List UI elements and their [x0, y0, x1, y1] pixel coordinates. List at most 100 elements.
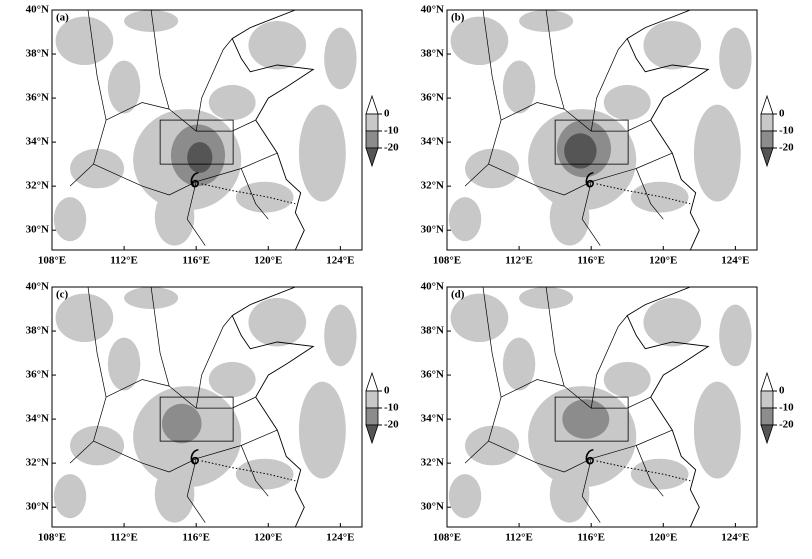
- colorbar-bottom: [760, 147, 774, 168]
- colorbar-mid: [365, 130, 379, 149]
- colorbar-label: -20: [779, 419, 794, 431]
- analysis-box: [554, 396, 629, 442]
- province-border: [635, 168, 664, 220]
- shade-light: [298, 381, 346, 479]
- shade-light: [450, 293, 509, 343]
- colorbar-label: -10: [384, 402, 399, 414]
- shade-light: [643, 298, 702, 347]
- shade-light: [603, 361, 651, 398]
- y-tick-label: 36°N: [26, 92, 49, 104]
- map-panel: (b) 108°E 112°E 116°E 120°E 124°E 30°N 32°N 34°N…: [421, 4, 795, 267]
- x-tick-label: 108°E: [433, 255, 461, 267]
- x-tick-label: 124°E: [721, 532, 749, 544]
- typhoon-symbol: [585, 448, 594, 465]
- colorbar-light: [760, 390, 774, 409]
- colorbar-mid: [760, 130, 774, 149]
- x-tick-label: 116°E: [577, 255, 605, 267]
- x-tick-label: 124°E: [721, 255, 749, 267]
- panel-label: (c): [56, 289, 69, 301]
- shade-light: [154, 465, 195, 523]
- shade-light: [235, 181, 294, 213]
- shade-light: [465, 148, 520, 189]
- shade-dark: [564, 133, 597, 169]
- shade-dark: [161, 403, 202, 444]
- colorbar-mid: [365, 407, 379, 426]
- x-tick-label: 112°E: [110, 532, 138, 544]
- province-border: [93, 429, 278, 473]
- colorbar-light: [760, 113, 774, 132]
- coastline: [626, 10, 710, 250]
- y-tick-label: 34°N: [421, 413, 444, 425]
- colorbar-bottom: [365, 424, 379, 445]
- panel-label: (b): [451, 12, 465, 24]
- x-tick-label: 124°E: [326, 255, 354, 267]
- colorbar-mid: [760, 407, 774, 426]
- shade-light: [519, 10, 574, 33]
- province-border: [93, 152, 278, 196]
- colorbar-bottom: [760, 424, 774, 445]
- shade-light: [630, 181, 689, 213]
- province-border: [195, 38, 233, 132]
- colorbar-top: [760, 371, 774, 392]
- y-tick-label: 30°N: [421, 501, 444, 513]
- province-border: [195, 315, 233, 409]
- shade-light: [693, 104, 741, 202]
- shade-light: [719, 304, 752, 367]
- colorbar-label: 0: [779, 108, 785, 120]
- plot-frame: [446, 286, 758, 528]
- x-tick-label: 120°E: [254, 532, 282, 544]
- x-tick-label: 112°E: [110, 255, 138, 267]
- y-tick-label: 32°N: [26, 457, 49, 469]
- province-border: [105, 379, 170, 398]
- shade-light: [693, 381, 741, 479]
- typhoon-symbol: [190, 171, 199, 188]
- province-border: [488, 429, 673, 473]
- y-tick-label: 32°N: [421, 180, 444, 192]
- x-tick-label: 120°E: [649, 532, 677, 544]
- x-tick-label: 116°E: [182, 532, 210, 544]
- y-tick-label: 32°N: [421, 457, 444, 469]
- shade-light: [55, 16, 114, 66]
- y-tick-label: 34°N: [421, 136, 444, 148]
- shade-light: [603, 84, 651, 121]
- colorbar-light: [365, 113, 379, 132]
- coastline: [231, 287, 315, 527]
- x-tick-label: 108°E: [38, 255, 66, 267]
- shade-light: [502, 60, 536, 114]
- x-tick-label: 112°E: [505, 532, 533, 544]
- shade-light: [70, 425, 125, 466]
- map-panel: (d) 108°E 112°E 116°E 120°E 124°E 30°N 32°N 34°N…: [421, 281, 795, 544]
- shade-light: [549, 465, 590, 523]
- y-tick-label: 40°N: [421, 281, 444, 293]
- shade-light: [450, 16, 509, 66]
- y-tick-label: 32°N: [26, 180, 49, 192]
- y-tick-label: 38°N: [421, 48, 444, 60]
- y-tick-label: 36°N: [26, 369, 49, 381]
- shade-light: [208, 361, 256, 398]
- map-content: [448, 10, 752, 250]
- map-panel: (a) 108°E 112°E 116°E 120°E 124°E 30°N 32°N 34°N…: [26, 4, 400, 267]
- province-border: [186, 458, 206, 523]
- panel-label: (a): [56, 12, 69, 24]
- plot-frame: [51, 9, 363, 251]
- analysis-box: [159, 119, 234, 165]
- colorbar-top: [365, 371, 379, 392]
- y-tick-label: 34°N: [26, 413, 49, 425]
- colorbar-label: -20: [384, 142, 399, 154]
- y-tick-label: 34°N: [26, 136, 49, 148]
- y-tick-label: 40°N: [26, 4, 49, 16]
- province-border: [240, 445, 269, 497]
- x-tick-label: 120°E: [254, 255, 282, 267]
- shade-light: [53, 197, 87, 242]
- shade-light: [248, 21, 307, 70]
- province-border: [635, 445, 664, 497]
- plot-frame: [51, 286, 363, 528]
- x-tick-label: 120°E: [649, 255, 677, 267]
- shade-light: [53, 474, 87, 519]
- panel-label: (d): [451, 289, 465, 301]
- x-tick-label: 116°E: [182, 255, 210, 267]
- map-content: [53, 10, 357, 250]
- typhoon-track: [596, 460, 691, 482]
- shade-light: [643, 21, 702, 70]
